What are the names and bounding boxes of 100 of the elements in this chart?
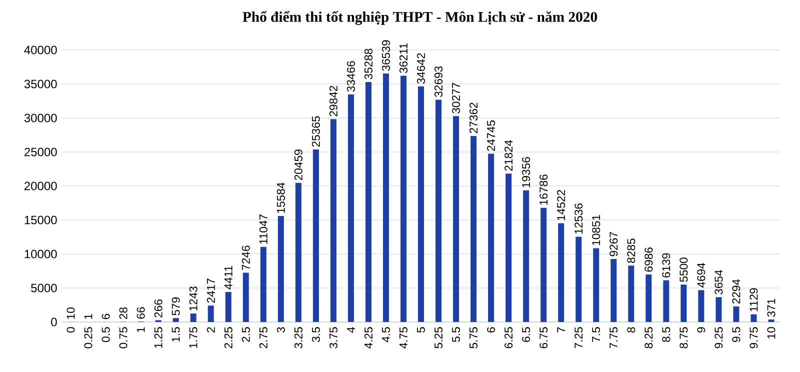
data-label: 371 — [767, 298, 776, 317]
x-tick-label: 8 — [627, 327, 636, 333]
data-label: 34642 — [417, 53, 426, 84]
data-label: 35288 — [364, 48, 372, 80]
x-tick-label: 1 — [136, 327, 145, 332]
x-tick-label: 4.5 — [382, 327, 390, 342]
data-label: 66 — [136, 307, 145, 319]
bar — [190, 314, 196, 322]
x-tick-label: 2 — [206, 327, 215, 332]
bar — [365, 82, 372, 322]
x-tick-label: 7.75 — [610, 327, 618, 348]
x-tick-label: 1.75 — [189, 327, 198, 348]
data-label: 3654 — [714, 270, 723, 294]
x-tick-label: 9 — [697, 327, 706, 332]
data-label: 266 — [154, 300, 162, 318]
bar — [698, 290, 704, 322]
x-tick-label: 6 — [487, 327, 496, 332]
bar — [523, 190, 530, 322]
data-label: 1 — [84, 314, 92, 319]
y-tick-label: 5000 — [31, 284, 57, 292]
x-tick-label: 5.75 — [470, 327, 478, 348]
x-tick-label: 4.25 — [364, 327, 372, 349]
bar — [208, 306, 214, 322]
data-label: 15584 — [276, 182, 285, 213]
bar — [436, 100, 442, 322]
y-tick-label: 35000 — [24, 80, 57, 88]
data-label: 1243 — [189, 286, 198, 310]
bar — [172, 318, 179, 322]
data-label: 30277 — [452, 82, 460, 114]
bar — [260, 246, 266, 322]
bar — [680, 284, 687, 322]
data-label: 28 — [119, 307, 128, 319]
data-label: 2417 — [206, 278, 215, 303]
data-label: 24745 — [487, 120, 496, 151]
bar — [453, 116, 460, 322]
x-tick-label: 6.25 — [504, 327, 513, 348]
data-label: 6139 — [662, 253, 670, 278]
x-tick-label: 4.75 — [400, 327, 408, 349]
x-tick-label: 7.5 — [592, 327, 600, 342]
data-label: 21824 — [504, 140, 513, 171]
x-tick-label: 9.25 — [714, 327, 723, 348]
x-tick-label: 9.5 — [732, 327, 740, 342]
x-tick-label: 5 — [417, 327, 425, 333]
y-tick-label: 0 — [51, 318, 57, 326]
bar — [716, 297, 722, 322]
data-label: 579 — [172, 297, 180, 316]
data-label: 29842 — [329, 86, 338, 116]
x-tick-label: 6.5 — [522, 327, 530, 342]
data-label: 10851 — [592, 214, 600, 246]
bar — [558, 223, 564, 322]
data-label: 16786 — [540, 174, 548, 205]
data-label: 10 — [66, 308, 75, 319]
x-tick-label: 1.5 — [172, 327, 180, 342]
x-tick-label: 8.75 — [680, 327, 688, 348]
bar — [593, 248, 600, 322]
chart-title: Phổ điểm thi tốt nghiệp THPT - Môn Lịch sử - năm 2020 — [242, 11, 598, 25]
bar — [330, 119, 336, 322]
bar — [506, 174, 512, 322]
bar — [400, 76, 406, 322]
x-tick-label: 2.75 — [259, 327, 268, 348]
bar — [540, 208, 547, 322]
x-tick-label: 8.5 — [662, 327, 670, 342]
y-tick-label: 20000 — [24, 182, 57, 190]
x-tick-label: 0.5 — [102, 327, 110, 342]
x-tick-label: 2.25 — [224, 327, 232, 348]
x-tick-label: 7 — [557, 327, 565, 332]
data-label: 33466 — [346, 61, 355, 92]
x-tick-label: 3.5 — [312, 327, 320, 342]
x-tick-label: 3.75 — [329, 327, 338, 348]
bar — [470, 136, 477, 322]
bar — [750, 314, 757, 322]
x-tick-label: 6.75 — [540, 327, 548, 348]
data-label: 1129 — [750, 288, 758, 312]
y-tick-label: 40000 — [24, 46, 57, 54]
data-label: 11047 — [259, 214, 268, 244]
x-tick-label: 2.5 — [242, 327, 250, 342]
data-label: 14522 — [557, 190, 566, 220]
bar — [312, 150, 319, 322]
bar — [225, 292, 232, 322]
y-tick-label: 10000 — [24, 250, 57, 258]
data-label: 8285 — [627, 238, 636, 263]
data-label: 2294 — [732, 279, 740, 304]
data-label: 19356 — [522, 157, 530, 188]
x-tick-label: 9.75 — [750, 327, 758, 348]
x-tick-label: 0 — [66, 327, 75, 333]
x-tick-label: 5.25 — [434, 327, 443, 348]
data-label: 12536 — [574, 203, 583, 234]
bar — [488, 154, 494, 322]
data-label: 36539 — [382, 40, 390, 71]
data-label: 20459 — [294, 150, 302, 180]
bar — [418, 86, 424, 322]
data-label: 4694 — [697, 262, 706, 288]
data-label: 9267 — [610, 232, 618, 256]
bar — [242, 272, 249, 322]
data-label: 6986 — [644, 248, 653, 272]
x-tick-label: 0.25 — [84, 327, 92, 348]
bar — [576, 236, 582, 322]
bar — [628, 266, 634, 322]
bar — [278, 216, 284, 322]
data-label: 6 — [102, 314, 110, 320]
